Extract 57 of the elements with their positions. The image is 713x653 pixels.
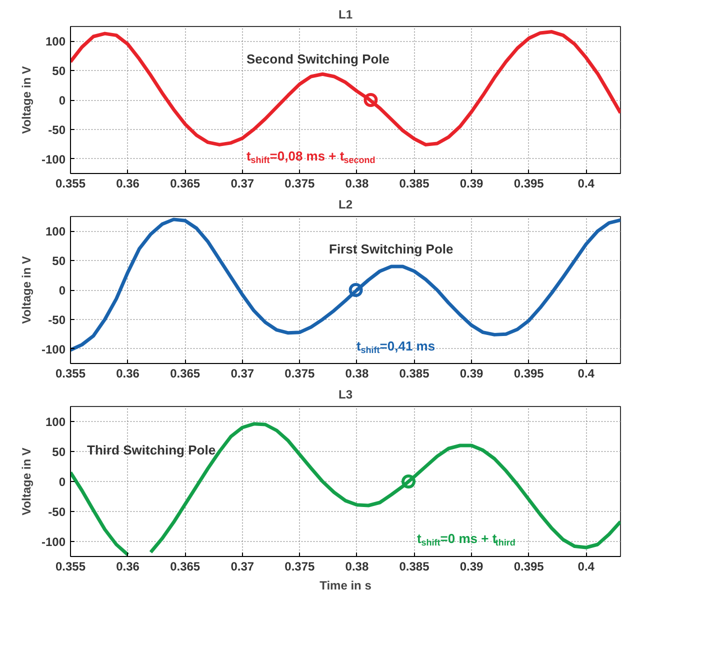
y-tick-label: 0 [58,284,66,298]
y-tick-label: 50 [52,64,66,78]
y-tick-label: -50 [48,505,66,519]
y-tick-label: 50 [52,254,66,268]
x-tick-label: 0.365 [170,366,200,380]
x-tick-label: 0.39 [460,560,484,574]
x-tick-label: 0.385 [399,366,430,380]
y-tick-label: 100 [45,415,66,429]
x-axis-title: Time in s [320,578,372,592]
y-axis-title: Voltage in V [19,448,34,516]
x-tick-label: 0.37 [230,366,254,380]
y-tick-label: 50 [52,445,66,459]
x-tick-label: 0.355 [55,560,86,574]
x-tick-label: 0.38 [345,366,369,380]
x-tick-label: 0.365 [170,176,200,190]
y-tick-label: -100 [41,152,66,166]
x-tick-label: 0.36 [116,366,140,380]
y-tick-label: -50 [48,122,66,137]
x-tick-label: 0.38 [345,176,369,190]
y-axis-title: Voltage in V [19,66,34,134]
x-tick-label: 0.365 [170,560,200,574]
x-tick-label: 0.4 [578,560,595,574]
x-tick-label: 0.4 [578,176,595,190]
y-tick-label: 100 [45,224,66,239]
annotation: First Switching Pole [329,241,454,256]
y-tick-label: -50 [48,312,66,327]
x-tick-label: 0.39 [460,176,484,190]
x-tick-label: 0.39 [460,366,484,380]
chart-title: L2 [338,198,353,212]
x-tick-label: 0.375 [284,366,316,380]
line-series [70,218,620,352]
chart-title: L1 [338,8,353,22]
x-tick-label: 0.395 [514,560,544,574]
x-tick-label: 0.4 [578,366,595,380]
annotation: Third Switching Pole [87,442,216,458]
annotation: Second Switching Pole [246,51,390,66]
x-tick-label: 0.375 [284,176,316,190]
y-tick-label: 0 [58,94,66,108]
y-tick-label: 0 [58,475,66,489]
x-tick-label: 0.395 [514,176,544,190]
x-tick-label: 0.375 [284,560,316,574]
y-tick-label: 100 [45,34,66,49]
x-tick-label: 0.395 [514,366,544,380]
y-tick-label: -100 [41,535,66,549]
x-tick-label: 0.36 [116,176,140,190]
x-tick-label: 0.385 [399,176,430,190]
x-tick-label: 0.38 [345,560,369,574]
x-tick-label: 0.37 [230,176,254,190]
x-tick-label: 0.355 [55,366,86,380]
chart-title: L3 [338,388,353,402]
line-series [70,30,620,146]
y-tick-label: -100 [41,342,66,356]
x-tick-label: 0.355 [55,176,86,190]
x-tick-label: 0.36 [116,560,140,574]
x-tick-label: 0.385 [399,560,430,574]
y-axis-title: Voltage in V [19,256,34,324]
x-tick-label: 0.37 [230,560,254,574]
